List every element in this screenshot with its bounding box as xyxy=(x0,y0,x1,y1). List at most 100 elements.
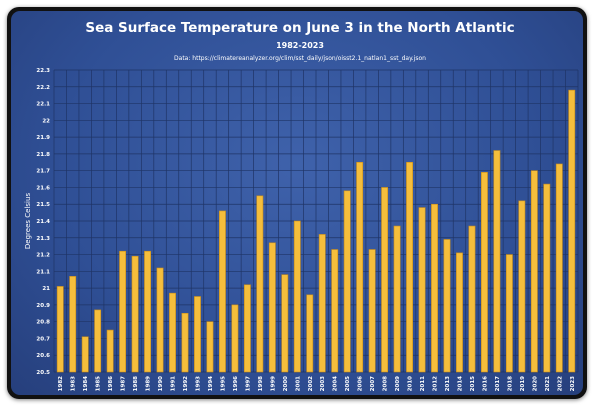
x-tick-label: 1997 xyxy=(245,376,251,391)
x-tick-label: 1985 xyxy=(96,376,102,391)
bar-1984 xyxy=(81,336,89,373)
x-tick-label: 1995 xyxy=(220,376,226,391)
y-tick-label: 20.9 xyxy=(36,303,50,309)
chart-subtitle: 1982-2023 xyxy=(276,41,324,50)
bar-1986 xyxy=(106,329,114,373)
y-tick-label: 21.9 xyxy=(36,135,50,141)
bar-1996 xyxy=(231,304,239,373)
bar-1997 xyxy=(243,284,251,373)
bar-2011 xyxy=(418,207,426,373)
x-tick-label: 2003 xyxy=(320,376,326,391)
bar-2004 xyxy=(331,249,339,373)
bar-2003 xyxy=(318,234,326,373)
y-tick-label: 21.4 xyxy=(36,219,50,225)
bar-1993 xyxy=(194,296,201,373)
bar-2021 xyxy=(543,183,551,373)
bar-1999 xyxy=(268,242,276,373)
y-tick-label: 21.3 xyxy=(36,236,50,242)
x-tick-label: 1996 xyxy=(233,376,239,391)
bar-1982 xyxy=(56,286,64,373)
bar-1988 xyxy=(131,255,139,373)
x-tick-label: 2010 xyxy=(408,376,414,391)
chart-source: Data: https://climatereanalyzer.org/clim… xyxy=(174,55,426,62)
x-tick-label: 2019 xyxy=(520,376,526,391)
x-tick-label: 2023 xyxy=(570,376,576,391)
x-tick-label: 1987 xyxy=(121,376,127,391)
x-tick-label: 1983 xyxy=(71,376,77,391)
y-tick-label: 21.1 xyxy=(36,269,50,275)
x-tick-label: 1992 xyxy=(183,376,189,391)
bar-2006 xyxy=(356,161,364,373)
bar-2013 xyxy=(443,239,451,373)
bar-1987 xyxy=(119,250,127,373)
y-tick-label: 22.1 xyxy=(36,102,50,108)
bar-1983 xyxy=(69,276,77,373)
y-tick-label: 21.5 xyxy=(36,202,50,208)
y-axis-label: Degrees Celsius xyxy=(24,193,32,250)
x-tick-label: 1986 xyxy=(108,376,114,391)
y-tick-label: 20.7 xyxy=(36,336,50,342)
bar-2009 xyxy=(393,225,401,373)
bar-1994 xyxy=(206,321,214,373)
x-tick-label: 1988 xyxy=(133,376,139,391)
x-tick-label: 1998 xyxy=(258,376,264,391)
x-tick-label: 2016 xyxy=(482,376,488,391)
bar-1992 xyxy=(181,312,189,373)
bar-2001 xyxy=(293,220,301,373)
bar-2007 xyxy=(368,249,376,373)
bar-2015 xyxy=(468,225,476,373)
x-tick-label: 2020 xyxy=(532,376,538,391)
x-tick-label: 1984 xyxy=(83,376,89,391)
x-tick-label: 2002 xyxy=(308,376,314,391)
y-tick-label: 21.7 xyxy=(36,169,50,175)
bar-2022 xyxy=(555,163,563,373)
y-tick-label: 22.2 xyxy=(36,85,50,91)
bar-2014 xyxy=(456,252,463,373)
x-tick-label: 2005 xyxy=(345,376,351,391)
y-tick-label: 21 xyxy=(42,286,50,292)
chart-title: Sea Surface Temperature on June 3 in the… xyxy=(85,20,514,36)
bar-2008 xyxy=(381,187,389,373)
x-tick-label: 2018 xyxy=(507,376,513,391)
x-tick-label: 2021 xyxy=(545,376,551,391)
x-tick-label: 2000 xyxy=(283,376,289,391)
x-tick-label: 2001 xyxy=(295,376,301,391)
y-tick-label: 20.8 xyxy=(36,320,50,326)
bar-2023 xyxy=(568,89,576,373)
bar-2012 xyxy=(431,203,438,373)
y-tick-label: 21.6 xyxy=(36,185,50,191)
y-tick-label: 22 xyxy=(42,118,50,124)
bar-2016 xyxy=(481,172,488,373)
x-tick-label: 2006 xyxy=(358,376,364,391)
bar-1991 xyxy=(169,292,176,373)
bar-2005 xyxy=(343,190,351,373)
y-tick-label: 20.5 xyxy=(36,370,50,376)
x-tick-label: 1982 xyxy=(58,376,64,391)
bar-1995 xyxy=(219,210,226,373)
x-tick-label: 1994 xyxy=(208,376,214,391)
x-tick-label: 2017 xyxy=(495,376,501,391)
x-tick-label: 1991 xyxy=(171,376,177,391)
bar-1990 xyxy=(156,267,164,373)
x-tick-label: 2022 xyxy=(557,376,563,391)
x-tick-label: 1990 xyxy=(158,376,164,391)
x-tick-label: 2008 xyxy=(383,376,389,391)
bar-2020 xyxy=(530,170,538,373)
x-tick-label: 2013 xyxy=(445,376,451,391)
y-tick-label: 21.8 xyxy=(36,152,50,158)
x-tick-label: 1993 xyxy=(195,376,201,391)
bar-2019 xyxy=(518,200,526,373)
x-tick-label: 2014 xyxy=(457,376,463,391)
bar-2010 xyxy=(406,161,413,373)
y-tick-label: 22.3 xyxy=(36,68,50,74)
bar-1989 xyxy=(144,250,151,373)
bar-2018 xyxy=(505,254,513,373)
y-tick-label: 21.2 xyxy=(36,253,50,259)
x-tick-label: 2011 xyxy=(420,376,426,391)
x-tick-label: 2007 xyxy=(370,376,376,391)
y-tick-label: 20.6 xyxy=(36,353,50,359)
bar-2002 xyxy=(306,294,314,373)
x-tick-label: 1999 xyxy=(270,376,276,391)
bar-2017 xyxy=(493,150,501,373)
